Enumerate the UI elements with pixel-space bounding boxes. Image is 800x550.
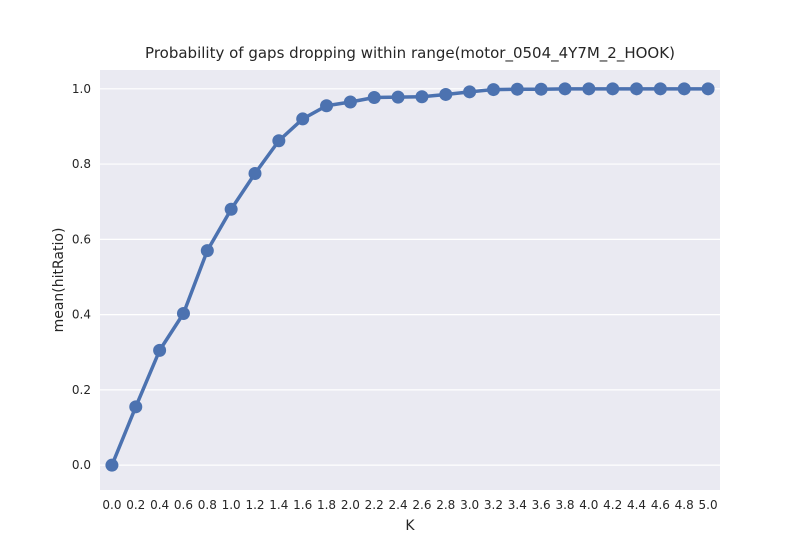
data-point — [296, 112, 310, 126]
data-point — [272, 134, 286, 148]
y-tick-label: 0.0 — [72, 458, 91, 472]
x-tick-label: 2.2 — [365, 498, 384, 512]
x-tick-label: 0.4 — [150, 498, 169, 512]
data-point — [534, 82, 548, 96]
x-tick-label: 1.6 — [293, 498, 312, 512]
data-point — [153, 343, 167, 357]
data-point — [343, 95, 357, 109]
x-tick-label: 0.2 — [126, 498, 145, 512]
data-point — [129, 400, 143, 414]
data-point — [630, 82, 644, 96]
x-tick-label: 4.2 — [603, 498, 622, 512]
chart-title: Probability of gaps dropping within rang… — [145, 44, 675, 63]
data-point — [105, 458, 119, 472]
y-tick-label: 0.4 — [72, 308, 91, 322]
y-tick-label: 1.0 — [72, 82, 91, 96]
y-tick-label: 0.2 — [72, 383, 91, 397]
y-tick-label: 0.8 — [72, 157, 91, 171]
data-point — [510, 82, 524, 96]
x-tick-label: 2.6 — [412, 498, 431, 512]
data-point — [558, 82, 572, 96]
x-tick-label: 0.0 — [102, 498, 121, 512]
data-point — [248, 166, 262, 180]
x-tick-label: 3.2 — [484, 498, 503, 512]
data-point — [463, 85, 477, 99]
data-point — [200, 244, 214, 258]
x-tick-label: 1.0 — [222, 498, 241, 512]
data-point — [653, 82, 667, 96]
x-tick-label: 1.8 — [317, 498, 336, 512]
x-tick-label: 3.8 — [555, 498, 574, 512]
data-point — [391, 90, 405, 104]
x-tick-label: 0.6 — [174, 498, 193, 512]
data-point — [606, 82, 620, 96]
data-point — [176, 306, 190, 320]
y-tick-labels: 0.0 0.2 0.4 0.6 0.8 1.0 — [72, 82, 91, 472]
data-point — [701, 82, 715, 96]
data-point — [367, 90, 381, 104]
x-tick-label: 1.2 — [245, 498, 264, 512]
x-tick-label: 3.6 — [532, 498, 551, 512]
x-tick-label: 3.0 — [460, 498, 479, 512]
x-tick-label: 2.0 — [341, 498, 360, 512]
data-point — [677, 82, 691, 96]
x-tick-label: 2.4 — [389, 498, 408, 512]
data-point — [486, 83, 500, 97]
data-point — [415, 90, 429, 104]
data-point — [320, 99, 334, 113]
x-tick-label: 5.0 — [699, 498, 718, 512]
data-point — [582, 82, 596, 96]
grid-lines — [100, 88, 720, 466]
data-point — [224, 202, 238, 216]
series-points-layer — [105, 82, 715, 472]
plot-area — [100, 70, 720, 490]
data-point — [439, 87, 453, 101]
x-tick-label: 4.4 — [627, 498, 646, 512]
x-tick-label: 0.8 — [198, 498, 217, 512]
x-tick-label: 4.0 — [579, 498, 598, 512]
y-tick-label: 0.6 — [72, 232, 91, 246]
x-axis-label: K — [405, 518, 415, 534]
x-tick-label: 2.8 — [436, 498, 455, 512]
x-tick-label: 4.8 — [675, 498, 694, 512]
x-tick-label: 1.4 — [269, 498, 288, 512]
y-axis-label: mean(hitRatio) — [51, 228, 67, 333]
x-tick-label: 3.4 — [508, 498, 527, 512]
x-tick-label: 4.6 — [651, 498, 670, 512]
x-tick-labels: 0.0 0.2 0.4 0.6 0.8 1.0 1.2 1.4 1.6 1.8 2.0 2.2 2.4 2… — [102, 498, 717, 512]
